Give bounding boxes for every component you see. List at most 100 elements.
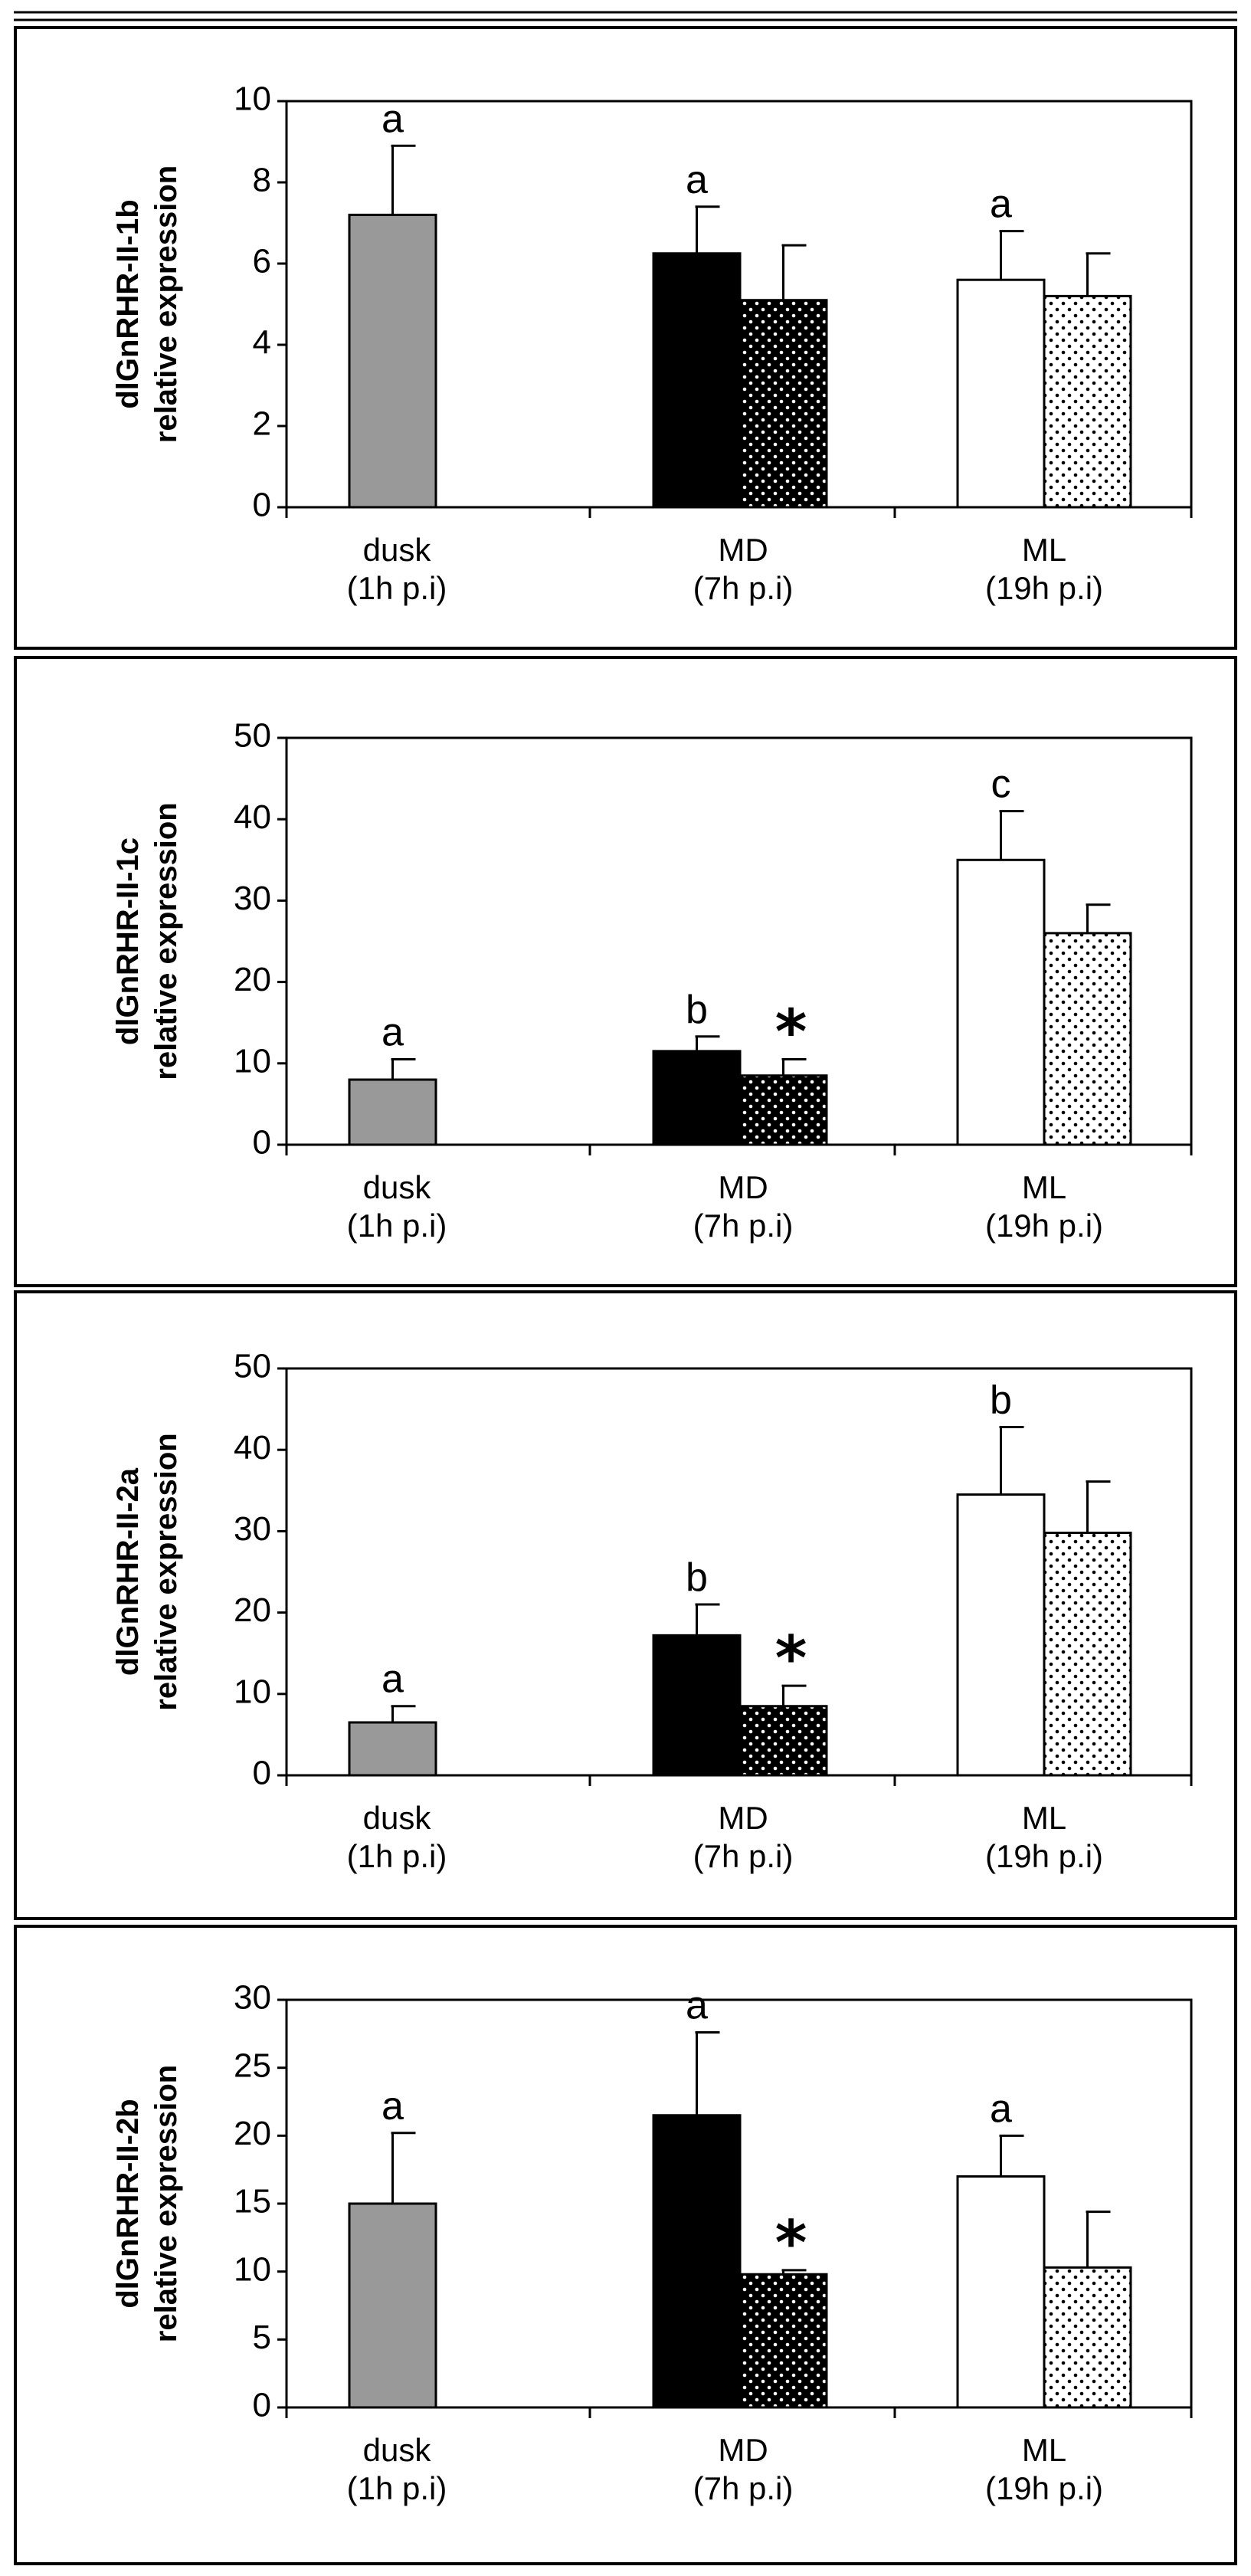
y-tick-label: 20 bbox=[234, 2115, 271, 2152]
category-sublabel: (1h p.i) bbox=[347, 1208, 447, 1244]
bar-black-dotted bbox=[738, 2273, 828, 2409]
y-tick-label: 8 bbox=[253, 162, 271, 199]
y-tick-label: 6 bbox=[253, 243, 271, 280]
y-tick-label: 30 bbox=[234, 880, 271, 917]
y-axis-label-line-2: relative expression bbox=[149, 2065, 183, 2342]
error-bar bbox=[781, 1684, 807, 1706]
significance-letter: a bbox=[382, 2084, 404, 2129]
error-bar bbox=[391, 2132, 416, 2204]
bar-white-dotted bbox=[1043, 1532, 1132, 1777]
y-tick-label: 10 bbox=[234, 1673, 271, 1710]
bar-black bbox=[652, 1050, 742, 1146]
y-tick-label: 30 bbox=[234, 1979, 271, 2017]
bar-white-dotted bbox=[1043, 294, 1132, 509]
bar-gray bbox=[348, 1721, 437, 1777]
bar-black bbox=[652, 2114, 742, 2409]
significance-letter: c bbox=[991, 762, 1011, 807]
significance-letter: b bbox=[990, 1378, 1012, 1422]
y-axis-label-line-1: dlGnRHR-II-1b bbox=[111, 199, 145, 408]
significance-letter: b bbox=[686, 988, 708, 1032]
y-tick-label: 15 bbox=[234, 2183, 271, 2220]
y-tick-label: 5 bbox=[253, 2319, 271, 2356]
y-axis-label: dlGnRHR-II-2a relative expression bbox=[111, 1433, 183, 1710]
category-label: dusk bbox=[363, 2432, 432, 2468]
significance-star: * bbox=[775, 2207, 807, 2279]
category-sublabel: (1h p.i) bbox=[347, 570, 447, 606]
error-bar bbox=[999, 1425, 1024, 1495]
chart-panel-4: 0 5 10 15 20 25 30 dusk(1h p.i) MD(7h p.i) ML(19h… bbox=[14, 1925, 1237, 2565]
panel-border bbox=[14, 1925, 1237, 2565]
category-label: MD bbox=[718, 532, 768, 568]
bar-black-dotted bbox=[738, 1705, 828, 1777]
error-bar bbox=[1086, 252, 1111, 297]
category-sublabel: (7h p.i) bbox=[693, 570, 794, 606]
significance-letter: a bbox=[382, 97, 404, 141]
bar-black-dotted bbox=[738, 299, 828, 509]
y-axis-label-line-1: dlGnRHR-II-2a bbox=[111, 1467, 145, 1676]
y-tick-label: 0 bbox=[253, 2387, 271, 2424]
significance-letter: a bbox=[382, 1657, 404, 1702]
bar-white-dotted bbox=[1043, 932, 1132, 1146]
category-sublabel: (1h p.i) bbox=[347, 2470, 447, 2506]
y-axis-label-line-1: dlGnRHR-II-2b bbox=[111, 2099, 145, 2308]
y-axis-label-line-2: relative expression bbox=[149, 1433, 183, 1710]
y-axis-label: dlGnRHR-II-1b relative expression bbox=[111, 166, 183, 443]
panel-border bbox=[14, 1290, 1237, 1920]
y-tick-label: 50 bbox=[234, 717, 271, 755]
category-sublabel: (19h p.i) bbox=[985, 1838, 1103, 1874]
error-bar bbox=[695, 1603, 720, 1636]
significance-star: * bbox=[775, 1623, 807, 1694]
significance-star: * bbox=[775, 996, 807, 1067]
bar-white bbox=[956, 2175, 1046, 2409]
error-bar bbox=[1086, 1480, 1111, 1533]
chart-panel-1: 0 2 4 6 8 10 dusk(1h p.i) MD(7h p.i) ML(19h p.i)… bbox=[14, 26, 1237, 650]
category-sublabel: (19h p.i) bbox=[985, 1208, 1103, 1244]
y-tick-label: 20 bbox=[234, 961, 271, 998]
error-bar bbox=[999, 230, 1024, 280]
category-label: ML bbox=[1022, 1800, 1066, 1836]
y-tick-label: 10 bbox=[234, 2250, 271, 2288]
panel-border bbox=[14, 656, 1237, 1287]
y-tick-label: 0 bbox=[253, 1755, 271, 1792]
bar-black bbox=[652, 252, 742, 509]
panel-border bbox=[14, 26, 1237, 650]
y-tick-label: 25 bbox=[234, 2047, 271, 2084]
y-tick-label: 50 bbox=[234, 1348, 271, 1385]
y-tick-label: 40 bbox=[234, 1429, 271, 1467]
error-bar bbox=[695, 2031, 720, 2116]
bar-black-dotted bbox=[738, 1074, 828, 1146]
bar-white bbox=[956, 278, 1046, 509]
error-bar bbox=[781, 2269, 807, 2275]
y-tick-label: 40 bbox=[234, 798, 271, 836]
error-bar bbox=[695, 205, 720, 254]
bar-gray bbox=[348, 1078, 437, 1146]
error-bar bbox=[391, 144, 416, 215]
bar-white bbox=[956, 1493, 1046, 1777]
significance-letter: a bbox=[382, 1010, 404, 1054]
significance-letter: a bbox=[990, 2086, 1012, 2131]
bar-gray bbox=[348, 213, 437, 509]
significance-letter: b bbox=[686, 1555, 708, 1600]
bar-black bbox=[652, 1634, 742, 1777]
category-sublabel: (7h p.i) bbox=[693, 2470, 794, 2506]
chart-panel-2: 0 10 20 30 40 50 dusk(1h p.i) MD(7h p.i) ML(19h … bbox=[14, 656, 1237, 1287]
y-tick-label: 0 bbox=[253, 487, 271, 524]
category-label: dusk bbox=[363, 1800, 432, 1836]
chart-panel-3: 0 10 20 30 40 50 dusk(1h p.i) MD(7h p.i) ML(19h … bbox=[14, 1290, 1237, 1920]
y-tick-label: 2 bbox=[253, 405, 271, 443]
y-tick-label: 4 bbox=[253, 324, 271, 362]
bar-gray bbox=[348, 2202, 437, 2409]
significance-letter: a bbox=[990, 182, 1012, 227]
y-axis-label-line-1: dlGnRHR-II-1c bbox=[111, 837, 145, 1045]
error-bar bbox=[391, 1057, 416, 1080]
category-label: dusk bbox=[363, 1169, 432, 1205]
y-axis-label-line-2: relative expression bbox=[149, 166, 183, 443]
y-tick-label: 10 bbox=[234, 80, 271, 118]
category-sublabel: (1h p.i) bbox=[347, 1838, 447, 1874]
error-bar bbox=[781, 1057, 807, 1076]
category-sublabel: (19h p.i) bbox=[985, 2470, 1103, 2506]
y-tick-label: 10 bbox=[234, 1042, 271, 1080]
significance-letter: a bbox=[686, 158, 708, 202]
